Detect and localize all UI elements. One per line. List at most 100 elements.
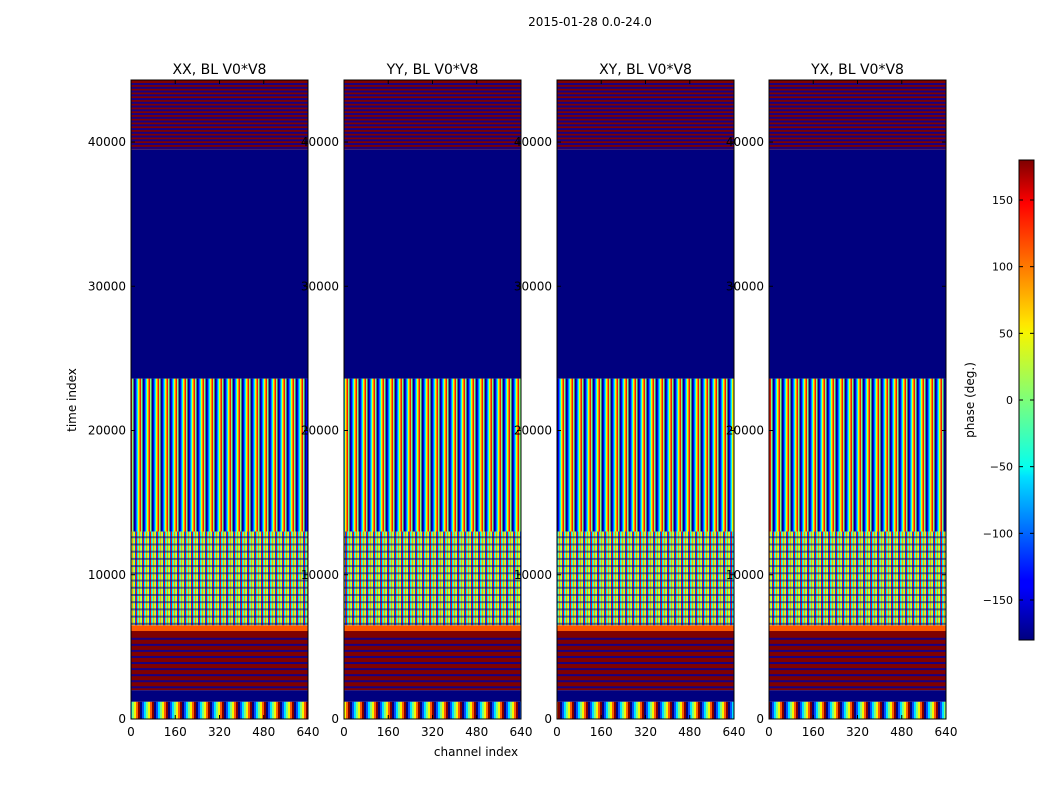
stripe	[557, 90, 734, 93]
band-1	[769, 690, 946, 702]
stripe	[769, 601, 946, 604]
stripe	[344, 98, 521, 101]
stripe	[557, 146, 734, 149]
stripe	[344, 662, 521, 665]
stripe	[344, 593, 521, 596]
stripe	[769, 109, 946, 112]
stripe	[131, 83, 308, 86]
stripe	[344, 128, 521, 131]
stripe	[769, 101, 946, 104]
stripe	[769, 668, 946, 671]
stripe	[557, 113, 734, 116]
stripe	[557, 668, 734, 671]
stripe	[557, 83, 734, 86]
band-3	[557, 625, 734, 632]
stripe	[344, 135, 521, 138]
stripe	[344, 550, 521, 553]
y-tick-label: 10000	[726, 568, 764, 582]
stripe	[131, 572, 308, 575]
stripe	[344, 90, 521, 93]
stripe	[557, 116, 734, 119]
colorbar-tick-label: −100	[983, 527, 1013, 540]
stripe	[131, 579, 308, 582]
stripe	[344, 655, 521, 658]
stripe	[131, 86, 308, 89]
stripe	[344, 579, 521, 582]
x-tick-label: 0	[340, 725, 348, 739]
stripe	[344, 131, 521, 134]
stripe	[131, 135, 308, 138]
x-tick-label: 160	[802, 725, 825, 739]
stripe	[769, 649, 946, 652]
stripe	[557, 593, 734, 596]
stripe	[557, 608, 734, 611]
band-5	[344, 378, 521, 532]
stripe	[557, 655, 734, 658]
stripe	[131, 113, 308, 116]
colorbar-tick-label: −150	[983, 594, 1013, 607]
stripe	[769, 593, 946, 596]
stripe	[557, 615, 734, 618]
x-tick-label: 0	[127, 725, 135, 739]
stripe	[557, 680, 734, 683]
stripe	[557, 94, 734, 97]
stripe	[769, 662, 946, 665]
y-tick-label: 40000	[301, 135, 339, 149]
stripe	[769, 124, 946, 127]
band-5	[769, 378, 946, 532]
x-tick-label: 160	[164, 725, 187, 739]
colorbar-tick-label: 50	[999, 327, 1013, 340]
colorbar-tick-label: 100	[992, 261, 1013, 274]
stripe	[769, 615, 946, 618]
stripe	[344, 543, 521, 546]
stripe	[557, 536, 734, 539]
stripe	[344, 565, 521, 568]
stripe	[557, 124, 734, 127]
y-axis-label: time index	[65, 368, 79, 432]
y-tick-label: 20000	[88, 424, 126, 438]
x-tick-label: 480	[465, 725, 488, 739]
stripe	[344, 86, 521, 89]
stripe	[344, 94, 521, 97]
band-1	[344, 690, 521, 702]
stripe	[769, 94, 946, 97]
panel-title: XX, BL V0*V8	[173, 62, 267, 78]
y-tick-label: 0	[756, 712, 764, 726]
stripe	[557, 557, 734, 560]
stripe	[131, 608, 308, 611]
stripe	[769, 643, 946, 646]
y-tick-label: 30000	[726, 279, 764, 293]
x-tick-label: 640	[935, 725, 958, 739]
stripe	[769, 550, 946, 553]
panel-title: XY, BL V0*V8	[599, 62, 692, 78]
y-tick-label: 20000	[514, 424, 552, 438]
y-tick-label: 30000	[514, 279, 552, 293]
stripe	[344, 109, 521, 112]
y-tick-label: 40000	[514, 135, 552, 149]
stripe	[769, 139, 946, 142]
stripe	[344, 146, 521, 149]
stripe	[131, 662, 308, 665]
stripe	[344, 116, 521, 119]
stripe	[131, 90, 308, 93]
y-tick-label: 30000	[88, 279, 126, 293]
y-tick-label: 20000	[726, 424, 764, 438]
band-4	[344, 531, 521, 626]
y-tick-label: 0	[544, 712, 552, 726]
stripe	[131, 131, 308, 134]
x-tick-label: 480	[890, 725, 913, 739]
stripe	[344, 674, 521, 677]
x-tick-label: 160	[590, 725, 613, 739]
stripe	[131, 622, 308, 625]
stripe	[344, 680, 521, 683]
panel-1: XX, BL V0*V8 0 160 320 480 640 0 10000 20000 3000…	[88, 62, 320, 739]
panel-title: YY, BL V0*V8	[386, 62, 479, 78]
band-0	[769, 701, 946, 719]
stripe	[769, 637, 946, 640]
band-6	[344, 149, 521, 379]
band-4	[131, 531, 308, 626]
x-tick-label: 0	[765, 725, 773, 739]
stripe	[131, 586, 308, 589]
band-6	[131, 149, 308, 379]
band-3	[131, 625, 308, 632]
